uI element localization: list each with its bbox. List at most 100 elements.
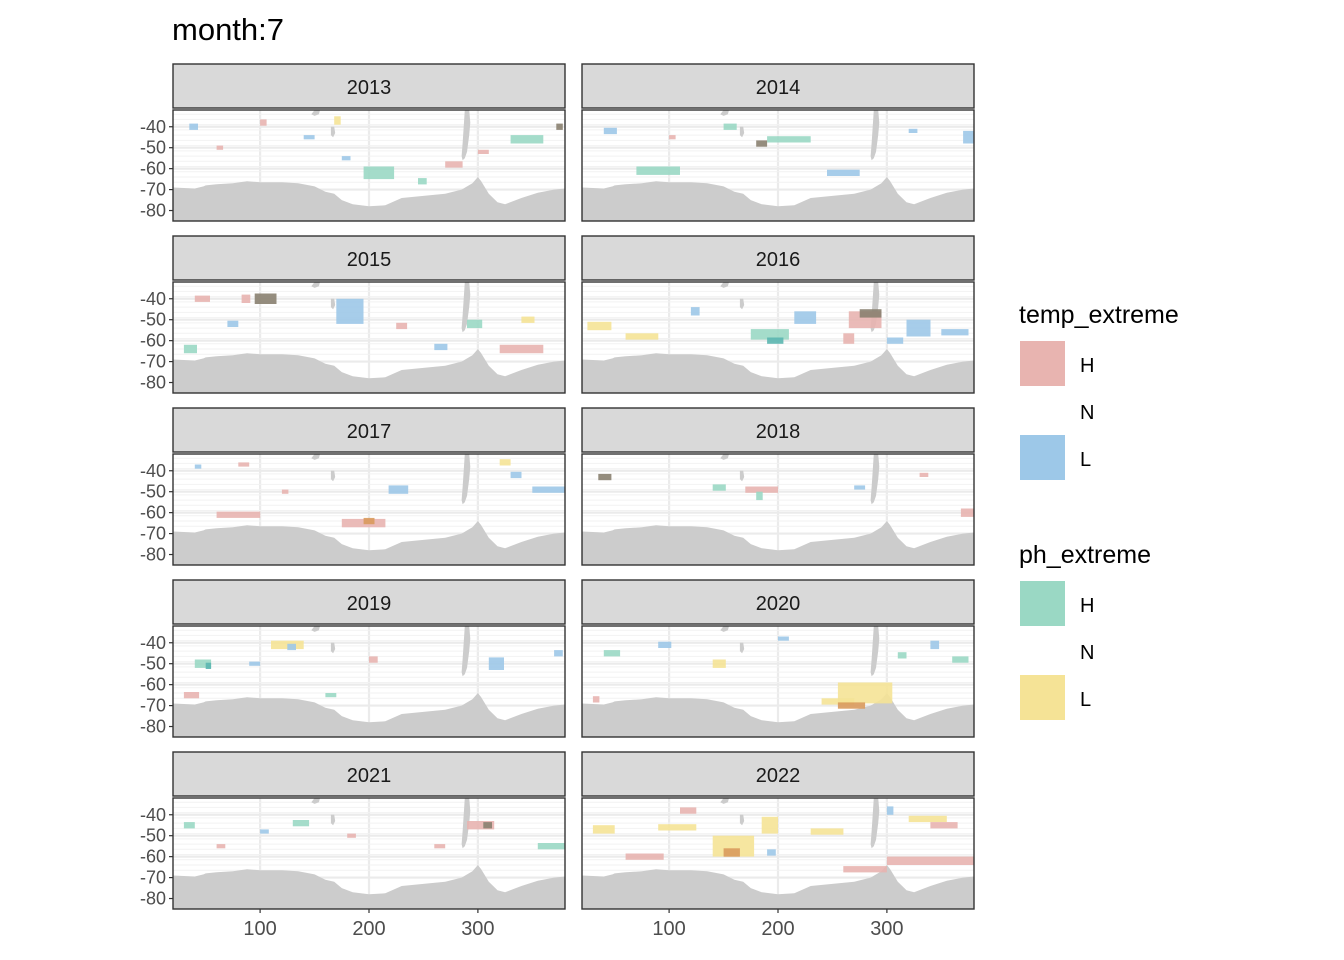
y-tick-label: -40 — [140, 633, 166, 653]
extreme-patch-ph_H — [897, 652, 907, 659]
facet-label: 2020 — [756, 593, 801, 615]
y-tick-label: -70 — [140, 696, 166, 716]
extreme-patch-ph_L — [521, 316, 535, 323]
extreme-patch-temp_H — [216, 511, 261, 518]
x-tick-label: 200 — [761, 918, 794, 940]
y-tick-label: -60 — [140, 675, 166, 695]
y-tick-label: -70 — [140, 180, 166, 200]
tasmania-landmass — [330, 814, 336, 826]
extreme-patch-ph_L — [810, 828, 844, 835]
extreme-patch-ph_L — [625, 333, 659, 340]
extreme-patch-temp_L — [189, 123, 198, 130]
y-tick-label: -80 — [140, 201, 166, 221]
south-america-landmass — [870, 454, 880, 505]
extreme-patch-temp_L — [908, 128, 918, 133]
legend-label: H — [1080, 355, 1094, 377]
extreme-patch-mix_orange — [363, 517, 375, 525]
facet-strip — [581, 235, 975, 281]
extreme-patch-temp_L — [854, 485, 866, 490]
extreme-patch-ph_H — [183, 344, 197, 354]
extreme-patch-temp_H — [625, 853, 664, 860]
extreme-patch-mix_dark — [756, 140, 768, 147]
legend: temp_extreme H N Lph_extreme H N L — [1019, 301, 1179, 720]
south-america-landmass — [870, 798, 880, 849]
legend-title: ph_extreme — [1019, 541, 1151, 569]
extreme-patch-ph_L — [821, 698, 855, 705]
facet-strip — [172, 235, 566, 281]
legend-ph_extreme: ph_extreme H N L — [1019, 541, 1151, 720]
extreme-patch-temp_H — [183, 692, 200, 699]
legend-key — [1020, 675, 1065, 720]
panel-2013: 2013 -40-50-60-70-80 — [140, 63, 566, 222]
extreme-patch-temp_H — [445, 161, 463, 168]
extreme-patch-temp_L — [963, 130, 974, 144]
panel-border — [172, 281, 566, 394]
facet-strip — [581, 579, 975, 625]
panel-2019: 2019 -40-50-60-70-80 — [140, 579, 566, 738]
panel-2018: 2018 — [581, 407, 975, 566]
africa-landmass — [311, 454, 320, 460]
extreme-patch-ph_H — [636, 166, 680, 175]
extreme-patch-temp_L — [554, 650, 563, 657]
panel-border — [172, 109, 566, 222]
extreme-patch-temp_H — [434, 844, 446, 849]
africa-landmass — [720, 110, 729, 116]
south-america-landmass — [870, 626, 880, 677]
extreme-patch-temp_H — [260, 119, 267, 126]
tasmania-landmass — [330, 298, 336, 310]
extreme-patch-temp_L — [249, 661, 261, 666]
south-america-landmass — [461, 282, 471, 333]
y-tick-label: -70 — [140, 524, 166, 544]
extreme-patch-temp_H — [216, 145, 224, 150]
chart-title: month:7 — [172, 12, 284, 47]
extreme-patch-temp_H — [499, 344, 544, 354]
legend-title: temp_extreme — [1019, 301, 1179, 329]
extreme-patch-temp_H — [477, 149, 489, 154]
panel-border — [581, 281, 975, 394]
legend-label: N — [1080, 402, 1094, 424]
extreme-patch-temp_L — [532, 486, 565, 493]
y-tick-label: -50 — [140, 482, 166, 502]
extreme-patch-temp_H — [216, 844, 226, 849]
extreme-patch-temp_L — [658, 641, 672, 648]
extreme-patch-temp_H — [396, 322, 408, 330]
extreme-patch-temp_L — [794, 311, 817, 324]
extreme-patch-mix_dark — [254, 293, 277, 304]
y-tick-label: -80 — [140, 717, 166, 737]
tasmania-landmass — [739, 126, 745, 138]
extreme-patch-temp_L — [767, 849, 776, 856]
tasmania-landmass — [330, 642, 336, 654]
south-america-landmass — [461, 626, 471, 677]
extreme-patch-temp_H — [347, 833, 356, 838]
extreme-patch-ph_H — [767, 136, 811, 143]
extreme-patch-mix_dark — [859, 309, 882, 318]
panel-2015: 2015 -40-50-60-70-80 — [140, 235, 566, 394]
extreme-patch-temp_H — [843, 333, 855, 344]
extreme-patch-mix_orange — [837, 702, 866, 709]
extreme-patch-temp_L — [510, 471, 522, 479]
antarctica-landmass — [173, 349, 565, 393]
africa-landmass — [720, 798, 729, 804]
panel-2020: 2020 — [581, 579, 975, 738]
extreme-patch-ph_L — [592, 825, 615, 834]
legend-key — [1020, 341, 1065, 386]
extreme-patch-ph_H — [756, 491, 763, 501]
facet-label: 2018 — [756, 421, 801, 443]
extreme-patch-temp_L — [778, 636, 789, 641]
antarctica-landmass — [582, 349, 974, 393]
panel-border — [581, 453, 975, 566]
facet-label: 2017 — [347, 421, 392, 443]
africa-landmass — [720, 282, 729, 288]
facet-label: 2022 — [756, 765, 801, 787]
tasmania-landmass — [330, 126, 336, 138]
facet-label: 2019 — [347, 593, 392, 615]
extreme-patch-mix_orange — [723, 848, 740, 857]
extreme-patch-temp_H — [241, 294, 251, 303]
panel-grid: 2013-40-50-60-70-8020142015-40-50-60-70-… — [140, 63, 975, 910]
africa-landmass — [720, 454, 729, 460]
extreme-patch-temp_H — [919, 472, 929, 477]
extreme-patch-ph_H — [712, 484, 726, 491]
extreme-patch-ph_L — [837, 682, 893, 704]
x-tick-label: 100 — [243, 918, 276, 940]
